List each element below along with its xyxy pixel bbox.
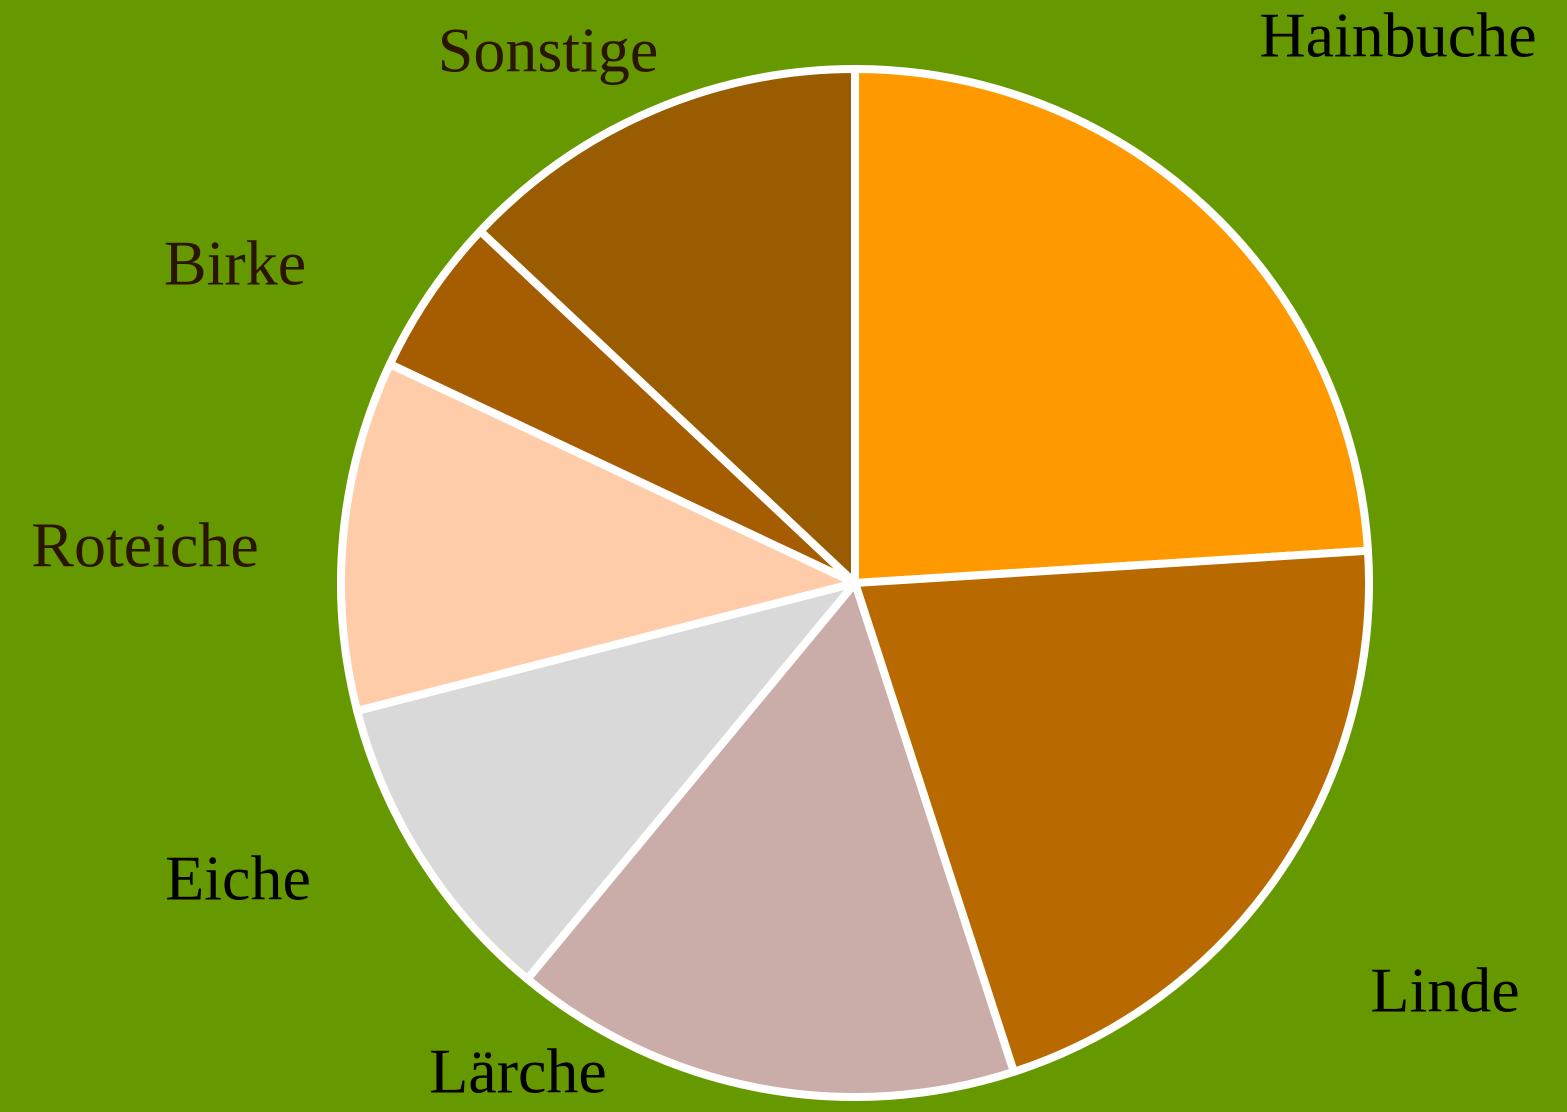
slice-label: Lärche [429,1036,607,1107]
slice-label: Sonstige [438,15,658,86]
slice-label: Linde [1370,955,1519,1026]
pie-slice [851,546,1373,1076]
slice-label: Eiche [165,843,311,914]
pie-slice [523,579,1018,1101]
pie-slice [851,65,1372,587]
slice-label: Roteiche [31,510,258,581]
pie-slice [337,360,859,715]
slice-label: Birke [164,228,306,299]
pie-slice [476,65,859,587]
slice-label: Hainbuche [1259,0,1536,71]
